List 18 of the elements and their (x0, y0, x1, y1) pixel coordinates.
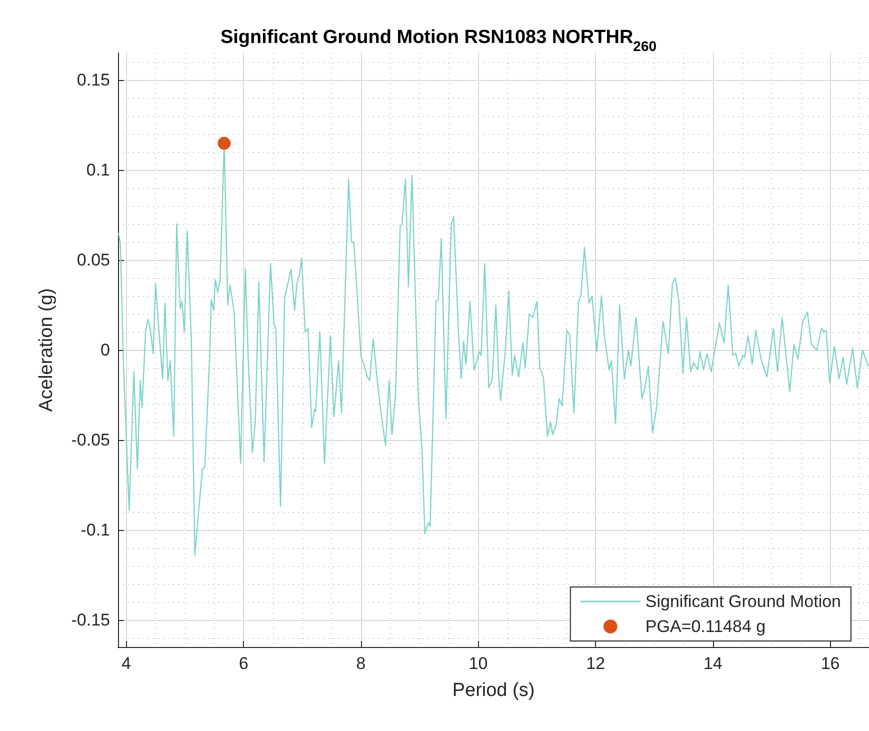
y-tick-label: 0 (100, 340, 110, 360)
x-tick-label: 16 (820, 654, 840, 673)
y-tick-label: -0.15 (71, 610, 110, 630)
legend-label: Significant Ground Motion (645, 592, 841, 611)
legend-label: PGA=0.11484 g (645, 617, 766, 636)
x-tick-label: 6 (238, 654, 248, 673)
y-tick-label: 0.15 (76, 70, 110, 90)
x-axis-title: Period (s) (452, 680, 535, 701)
y-tick-label: 0.1 (86, 160, 110, 180)
x-tick-label: 14 (703, 654, 722, 673)
x-tick-label: 4 (121, 654, 131, 673)
y-axis-title: Aceleration (g) (36, 288, 57, 412)
x-tick-label: 8 (356, 654, 366, 673)
x-tick-label: 12 (586, 654, 606, 673)
y-tick-label: -0.1 (80, 520, 110, 540)
x-tick-label: 10 (468, 654, 488, 673)
y-tick-label: 0.05 (76, 250, 110, 270)
y-tick-label: -0.05 (71, 430, 110, 450)
